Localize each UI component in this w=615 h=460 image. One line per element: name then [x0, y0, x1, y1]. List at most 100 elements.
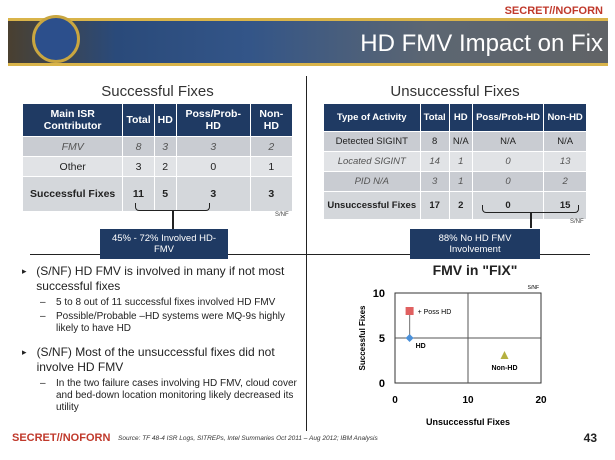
successful-table: Main ISR Contributor Total HD Poss/Prob-HD N… [21, 103, 294, 212]
cell: FMV [21, 136, 124, 157]
cell: N/A [543, 131, 587, 152]
cell: 11 [122, 176, 155, 212]
cell: 3 [419, 171, 450, 192]
cell: Other [21, 156, 124, 177]
cell: PID N/A [323, 171, 421, 192]
cell: Unsuccessful Fixes [323, 191, 421, 220]
bullet-list: ▸ (S/NF) HD FMV is involved in many if no… [22, 264, 302, 414]
bracket [135, 203, 210, 211]
unsuccessful-table: Type of Activity Total HD Poss/Prob-HD Non-H… [323, 103, 587, 220]
data-point-non-hd [500, 351, 509, 359]
x-tick-label: 20 [535, 395, 547, 406]
col-header: Type of Activity [323, 103, 421, 132]
x-axis-label: Unsuccessful Fixes [426, 417, 510, 427]
sub-bullet: –5 to 8 out of 11 successful fixes invol… [40, 297, 276, 308]
page-number: 43 [583, 431, 597, 445]
cell: 13 [543, 151, 587, 172]
successful-title: Successful Fixes [101, 83, 214, 100]
col-header: HD [448, 103, 473, 132]
table-row: Detected SIGINT 8 N/A N/A N/A [323, 131, 587, 152]
unsuccessful-title: Unsuccessful Fixes [390, 83, 520, 100]
cell: 2 [448, 191, 473, 220]
bullet-text: (S/NF) HD FMV is involved in many if not… [36, 264, 285, 293]
point-label: + Poss HD [418, 309, 452, 316]
col-header: Total [122, 103, 155, 137]
cell: 0 [471, 191, 545, 220]
cell: 1 [249, 156, 294, 177]
unsuccessful-callout: 88% No HD FMV Involvement [410, 229, 540, 259]
col-header: Poss/Prob-HD [471, 103, 545, 132]
classification-bottom: SECRET//NOFORN [12, 432, 111, 444]
table-row: FMV 8 3 3 2 [21, 136, 294, 157]
horizontal-divider [30, 254, 590, 255]
source-note: Source: TF 48-4 ISR Logs, SITREPs, Intel… [118, 435, 378, 442]
cell: 3 [122, 156, 155, 177]
col-header: Total [419, 103, 450, 132]
sub-bullet: – In the two failure cases involving HD F… [40, 378, 302, 414]
header-banner [8, 18, 608, 66]
cell: 3 [153, 136, 177, 157]
table-row: Successful Fixes 11 5 3 3 [21, 176, 294, 212]
chart-title: FMV in "FIX" [432, 262, 518, 278]
cell: 2 [543, 171, 587, 192]
sub-text: 5 to 8 out of 11 successful fixes involv… [56, 297, 276, 308]
data-point-poss-hd [405, 307, 414, 315]
table-row: PID N/A 3 1 0 2 [323, 171, 587, 192]
vertical-divider [306, 76, 307, 431]
point-label: Non-HD [491, 365, 517, 372]
cell: Successful Fixes [21, 176, 124, 212]
sub-bullet: – Possible/Probable –HD systems were MQ-9… [40, 311, 290, 335]
table-row: Other 3 2 0 1 [21, 156, 294, 177]
marking: S/NF [570, 219, 584, 225]
data-point-hd [405, 334, 414, 342]
bullet-text: (S/NF) Most of the unsuccessful fixes di… [36, 345, 275, 374]
cell: 14 [419, 151, 450, 172]
marking: S/NF [528, 285, 539, 291]
cell: 8 [122, 136, 155, 157]
table-row: Unsuccessful Fixes 17 2 0 15 [323, 191, 587, 220]
cell: 2 [249, 136, 294, 157]
cell: 1 [448, 171, 473, 192]
cell: N/A [448, 131, 473, 152]
successful-callout: 45% - 72% Involved HD-FMV [100, 229, 228, 259]
page-title: HD FMV Impact on Fix [360, 30, 603, 57]
cell: Detected SIGINT [323, 131, 421, 152]
classification-top: SECRET//NOFORN [504, 5, 603, 17]
cell: Located SIGINT [323, 151, 421, 172]
cell: 2 [153, 156, 177, 177]
cell: 1 [448, 151, 473, 172]
bracket [482, 205, 579, 213]
point-label: HD [416, 343, 426, 350]
bullet: ▸ (S/NF) Most of the unsuccessful fixes d… [22, 345, 302, 375]
bracket-stem [530, 213, 532, 228]
marking: S/NF [275, 212, 289, 218]
x-tick-label: 0 [392, 395, 398, 406]
cell: N/A [471, 131, 545, 152]
seal-logo [32, 15, 80, 63]
cell: 3 [249, 176, 294, 212]
col-header: Poss/Prob-HD [175, 103, 251, 137]
bracket-stem [172, 211, 174, 229]
col-header: Non-HD [249, 103, 294, 137]
cell: 5 [153, 176, 177, 212]
col-header: Main ISR Contributor [21, 103, 124, 137]
cell: 17 [419, 191, 450, 220]
y-tick-label: 0 [379, 378, 385, 390]
y-axis-label: Successful Fixes [358, 305, 367, 370]
bullet: ▸ (S/NF) HD FMV is involved in many if no… [22, 264, 302, 294]
cell: 0 [471, 151, 545, 172]
cell: 15 [543, 191, 587, 220]
col-header: HD [153, 103, 177, 137]
x-tick-label: 10 [462, 395, 474, 406]
col-header: Non-HD [543, 103, 587, 132]
sub-text: Possible/Probable –HD systems were MQ-9s… [56, 311, 285, 334]
table-row: Located SIGINT 14 1 0 13 [323, 151, 587, 172]
cell: 3 [175, 176, 251, 212]
y-tick-label: 10 [373, 288, 385, 300]
scatter-chart: 0 10 20 0 5 10 Unsuccessful Fixes Successful Fi… [358, 285, 547, 427]
y-tick-label: 5 [379, 333, 385, 345]
cell: 3 [175, 136, 251, 157]
cell: 0 [175, 156, 251, 177]
cell: 8 [419, 131, 450, 152]
cell: 0 [471, 171, 545, 192]
